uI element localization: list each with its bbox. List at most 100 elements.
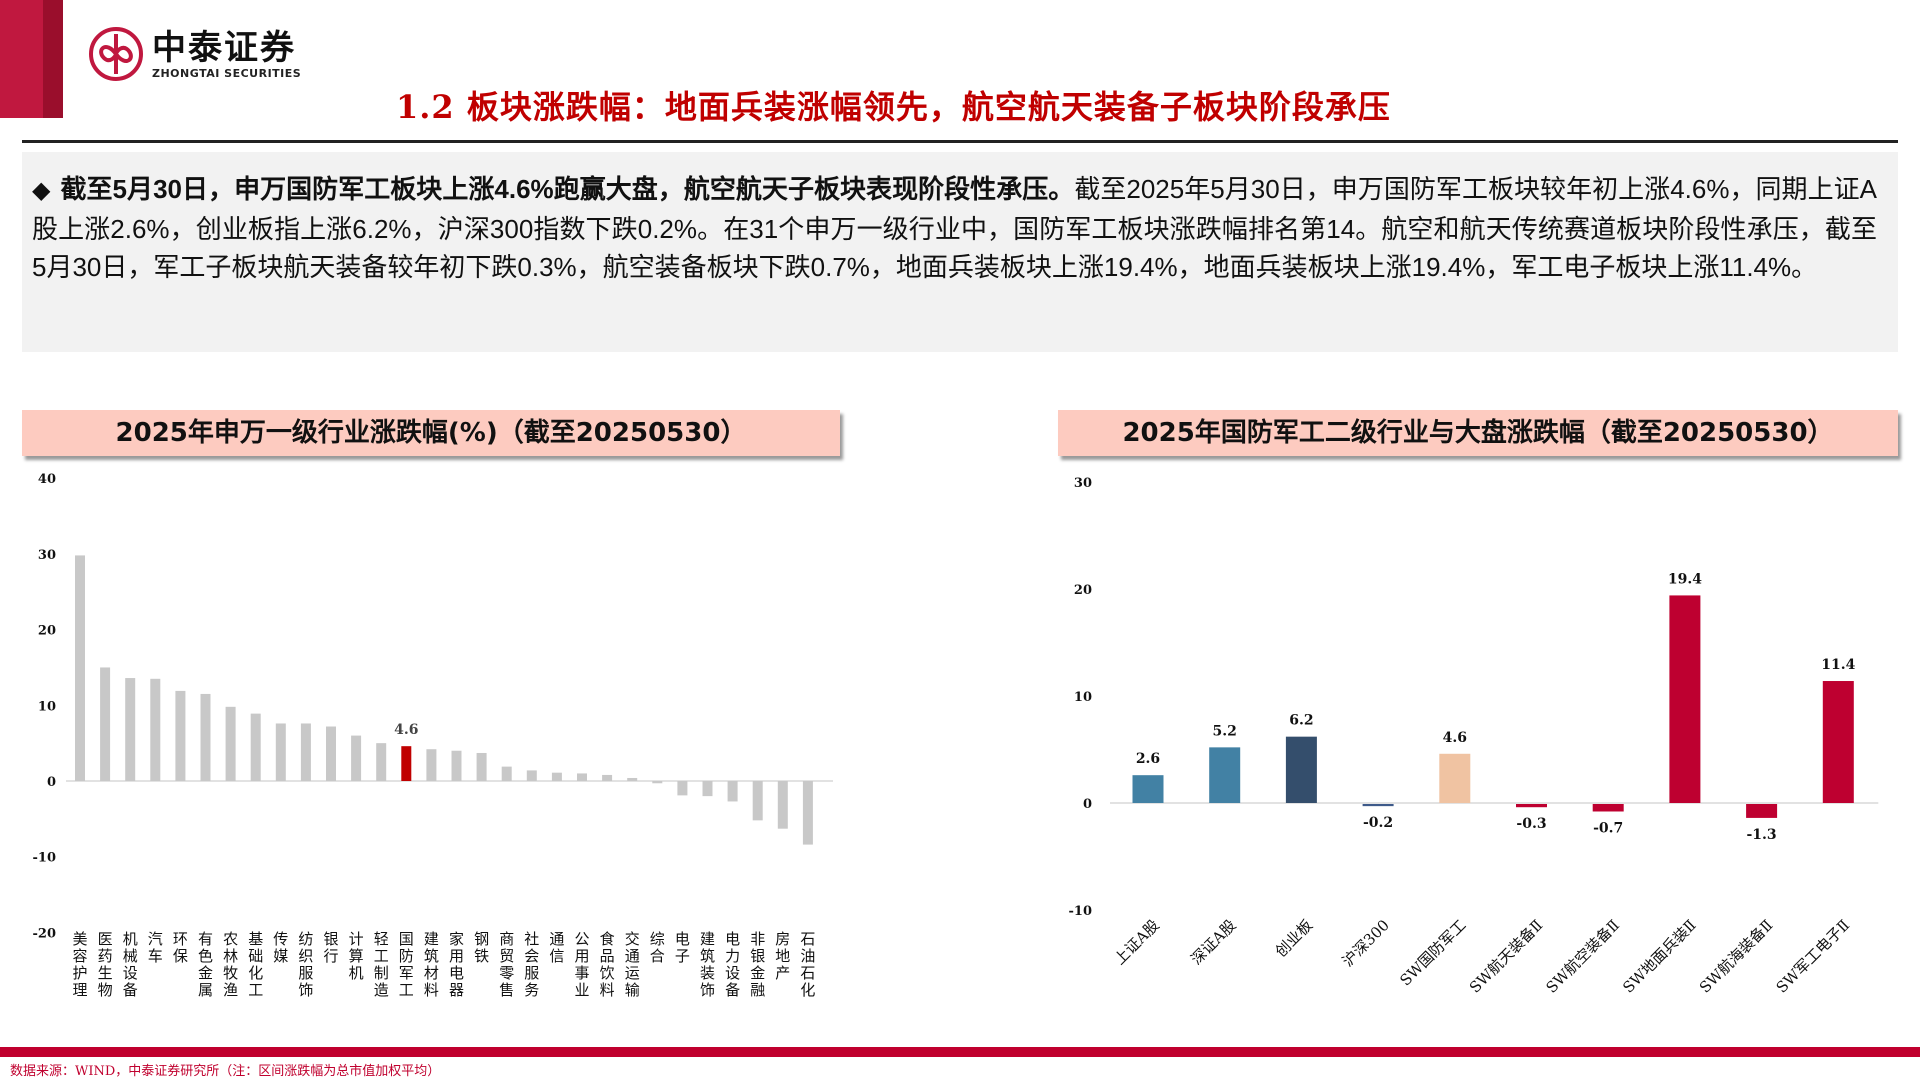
- x-category-label: 农: [223, 930, 238, 948]
- x-category-label: 地: [775, 947, 790, 965]
- x-category-label: 子: [675, 947, 690, 965]
- x-category-label: 油: [800, 947, 815, 965]
- industry-bar: [351, 735, 362, 781]
- brand-corner-accent: [43, 0, 63, 118]
- x-category-label: 用: [574, 947, 589, 965]
- industry-bar: [150, 678, 161, 781]
- x-category-label: 护: [72, 964, 87, 982]
- subsector-bar: [1592, 804, 1624, 812]
- x-category-label: 铁: [474, 947, 489, 965]
- x-category-label: 银: [323, 930, 338, 948]
- industry-bar: [702, 781, 713, 797]
- industry-bar: [300, 723, 311, 781]
- industry-bar: [677, 781, 688, 796]
- highlight-bar: [401, 746, 412, 781]
- x-category-label: 料: [424, 981, 439, 999]
- y-tick-label: 30: [38, 548, 56, 563]
- x-category-label: 织: [298, 947, 313, 965]
- x-category-label: 电: [725, 930, 740, 948]
- subsector-bar: [1439, 753, 1471, 803]
- industry-bar: [250, 713, 261, 781]
- x-category-label: 综: [650, 930, 665, 948]
- x-category-label: 医: [98, 930, 113, 948]
- x-category-label: 行: [323, 947, 338, 965]
- x-category-label: 金: [198, 964, 213, 982]
- x-category-label: SW航海装备Ⅱ: [1696, 916, 1777, 997]
- x-category-label: 贸: [499, 947, 514, 965]
- industry-bar: [602, 774, 613, 781]
- x-category-label: 器: [449, 981, 464, 999]
- industry-bar: [501, 766, 512, 781]
- industry-bar: [426, 749, 437, 781]
- x-category-label: 容: [72, 947, 87, 965]
- x-category-label: 力: [725, 947, 740, 965]
- right-chart-title: 2025年国防军工二级行业与大盘涨跌幅（截至20250530）: [1058, 410, 1898, 456]
- x-category-label: 化: [248, 964, 263, 982]
- x-category-label: 化: [800, 981, 815, 999]
- industry-bar: [100, 667, 111, 781]
- y-tick-label: 0: [1083, 797, 1092, 812]
- x-category-label: 设: [123, 964, 138, 982]
- bar-data-label: -1.3: [1747, 827, 1777, 843]
- industry-bar: [652, 781, 663, 784]
- x-category-label: 售: [499, 981, 514, 999]
- x-category-label: 造: [374, 981, 389, 999]
- y-tick-label: 10: [1074, 690, 1092, 705]
- industry-bar: [175, 690, 186, 781]
- subsector-bar: [1669, 595, 1701, 803]
- x-category-label: SW军工电子Ⅱ: [1773, 916, 1854, 997]
- x-category-label: 基: [248, 930, 263, 948]
- x-category-label: 备: [123, 981, 138, 999]
- x-category-label: 产: [775, 964, 790, 982]
- x-category-label: 传: [273, 930, 288, 948]
- footer-bar: [0, 1047, 1920, 1057]
- x-category-label: 筑: [424, 947, 439, 965]
- x-category-label: 理: [72, 981, 87, 999]
- x-category-label: 合: [650, 947, 665, 965]
- x-category-label: 药: [98, 947, 113, 965]
- x-category-label: 装: [700, 964, 715, 982]
- logo-chinese-name: 中泰证券: [152, 27, 296, 68]
- subsector-bar: [1516, 804, 1547, 808]
- y-tick-label: 20: [1074, 583, 1092, 598]
- bar-data-label: -0.2: [1363, 815, 1393, 831]
- subsector-bar: [1209, 747, 1241, 803]
- industry-bar: [376, 743, 387, 781]
- y-tick-label: 10: [38, 699, 56, 714]
- x-category-label: SW航天装备Ⅱ: [1466, 916, 1547, 997]
- x-category-label: 筑: [700, 947, 715, 965]
- y-tick-label: 0: [47, 775, 56, 790]
- x-category-label: 轻: [374, 930, 389, 948]
- x-category-label: 纺: [298, 930, 313, 948]
- x-category-label: 生: [98, 964, 113, 982]
- x-category-label: 事: [574, 964, 589, 982]
- industry-bar: [225, 706, 236, 781]
- x-category-label: 服: [524, 964, 539, 982]
- industry-bar: [577, 773, 587, 781]
- summary-lead: 截至5月30日，申万国防军工板块上涨4.6%跑赢大盘，航空航天子板块表现阶段性承…: [60, 174, 1075, 204]
- x-category-label: 机: [123, 930, 138, 948]
- defense-subsector-bar-chart: 30 20 10 0 -10 2.6 上证A股 5.2 深证A股 6.2 创业板 -0.2 沪深300 4…: [1069, 476, 1879, 997]
- x-category-label: 属: [198, 981, 213, 999]
- x-category-label: SW地面兵装Ⅱ: [1619, 916, 1700, 997]
- x-category-label: 房: [775, 930, 790, 948]
- highlight-data-label: 4.6: [394, 722, 418, 738]
- bar-data-label: 2.6: [1136, 751, 1160, 767]
- x-category-label: 创业板: [1272, 916, 1317, 961]
- x-category-label: 沪深300: [1339, 916, 1393, 970]
- x-category-label: 金: [750, 964, 765, 982]
- x-category-label: 媒: [273, 947, 288, 965]
- bar-data-label: -0.3: [1516, 816, 1546, 832]
- x-category-label: 工: [248, 981, 263, 999]
- x-category-label: 算: [349, 947, 364, 965]
- x-category-label: 公: [574, 930, 589, 948]
- x-category-label: 牧: [223, 964, 238, 982]
- y-tick-label: -20: [33, 926, 57, 941]
- x-category-label: 保: [173, 947, 188, 965]
- x-category-label: 料: [600, 981, 615, 999]
- industry-bar: [627, 777, 638, 781]
- x-category-label: 计: [349, 930, 364, 948]
- x-category-label: 国: [399, 930, 414, 948]
- left-chart-title: 2025年申万一级行业涨跌幅(%)（截至20250530）: [22, 410, 840, 456]
- industry-bar: [476, 752, 487, 781]
